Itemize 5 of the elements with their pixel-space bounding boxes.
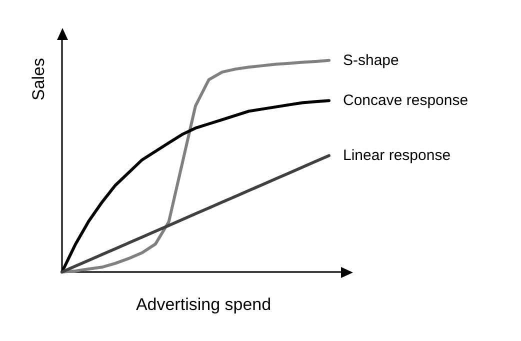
series-label: S-shape [342, 52, 399, 69]
x-axis-title: Advertising spend [136, 295, 272, 314]
series-label: Concave response [342, 92, 468, 110]
y-axis-title: Sales [29, 58, 48, 101]
series-label: Linear response [342, 147, 451, 164]
